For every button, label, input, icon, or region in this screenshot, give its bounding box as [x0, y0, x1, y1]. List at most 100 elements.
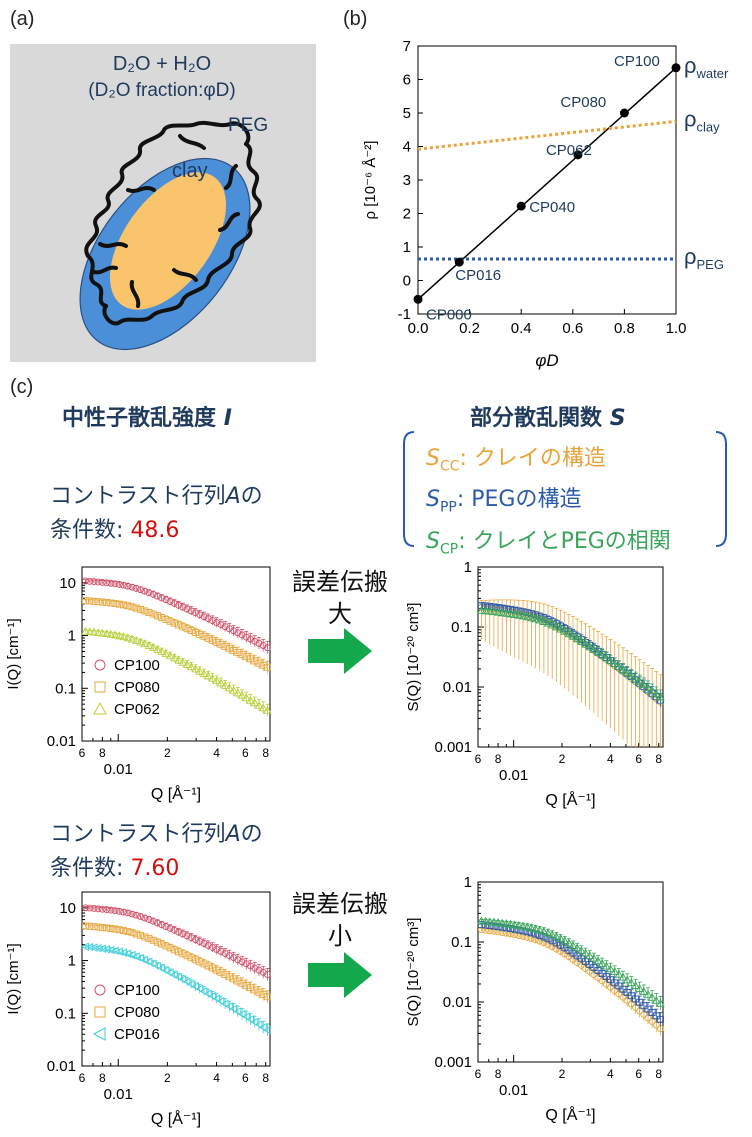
data-point — [593, 956, 603, 965]
data-point — [547, 620, 557, 629]
data-point — [247, 635, 254, 643]
data-point — [127, 634, 137, 643]
sample-point — [454, 257, 464, 267]
data-point — [183, 605, 191, 613]
data-point — [187, 934, 195, 942]
legend-marker — [94, 984, 106, 996]
data-point — [486, 927, 494, 935]
data-point — [115, 600, 123, 608]
partial-function-legend: SCC: クレイの構造 SPP: PEGの構造 SCP: クレイとPEGの相関 — [426, 442, 671, 566]
data-point — [136, 637, 145, 646]
y-tick-label: 1 — [68, 953, 76, 970]
data-point — [137, 586, 144, 594]
legend-label: CP062 — [114, 701, 160, 718]
density-chart: 0.0 0.2 0.4 0.6 0.8 1.0 -1 0 1 2 3 4 5 6 7 φD ρ [10⁻⁶ Å⁻… — [362, 38, 729, 370]
data-point — [618, 664, 628, 673]
data-point — [203, 989, 212, 998]
density-line-label-water: ρwater — [684, 53, 729, 81]
y-tick-label: -1 — [398, 306, 411, 323]
data-point — [560, 936, 569, 945]
data-point — [535, 925, 544, 934]
top-condition-number: コントラスト行列Aの 条件数: 48.6 — [50, 484, 263, 543]
sample-point — [516, 201, 526, 211]
data-point — [251, 964, 259, 972]
data-point — [158, 594, 166, 602]
data-point — [162, 923, 170, 931]
data-point — [115, 926, 123, 934]
data-point — [489, 917, 499, 926]
y-tick-label: 7 — [403, 38, 411, 55]
data-point — [98, 578, 106, 586]
x-tick-label: 0.4 — [511, 320, 532, 337]
data-point — [247, 962, 254, 970]
data-point — [115, 631, 124, 640]
data-point — [531, 614, 540, 623]
data-point — [192, 936, 199, 944]
series-CP016 — [81, 942, 271, 1037]
data-point — [170, 926, 178, 934]
data-point — [128, 910, 136, 918]
data-point — [145, 609, 153, 616]
data-point — [627, 978, 636, 987]
data-point — [162, 596, 170, 604]
data-point — [98, 905, 106, 913]
data-point — [647, 992, 657, 1001]
series-SCP — [477, 605, 665, 704]
data-point — [119, 632, 128, 641]
data-point — [225, 644, 233, 652]
data-point — [157, 647, 166, 655]
data-point — [158, 921, 166, 929]
data-point — [183, 952, 191, 960]
clay-particle — [109, 172, 227, 310]
data-point — [627, 670, 636, 679]
data-point — [233, 1007, 242, 1016]
plot-frame — [477, 881, 664, 1063]
data-point — [514, 610, 524, 619]
data-point — [497, 608, 507, 617]
data-point — [221, 623, 229, 631]
x-tick-label: 4 — [607, 752, 614, 766]
data-point — [568, 940, 578, 949]
data-point — [158, 940, 166, 948]
data-point — [192, 956, 199, 964]
data-point — [120, 927, 128, 935]
data-point — [238, 631, 246, 639]
panel-a-schematic: D₂O + H₂O (D₂O fraction:φD) PEG clay — [10, 44, 316, 362]
y-tick-label: 0.01 — [443, 994, 472, 1011]
y-tick-label: 0.01 — [443, 679, 472, 696]
y-tick-label: 0.1 — [55, 1005, 76, 1022]
density-line-clay — [417, 119, 677, 151]
data-point — [86, 904, 94, 912]
legend-label: CP016 — [114, 1026, 160, 1043]
legend-bracket — [403, 431, 727, 547]
data-point — [481, 916, 490, 925]
data-point — [225, 952, 233, 959]
x-tick-label: 0.0 — [408, 320, 429, 337]
data-point — [208, 636, 216, 644]
data-point — [204, 962, 212, 970]
data-point — [132, 604, 140, 612]
data-point — [199, 669, 209, 678]
data-point — [212, 676, 221, 685]
data-point — [237, 1009, 246, 1019]
x-tick-label: 1.0 — [666, 320, 687, 337]
data-point — [124, 582, 132, 590]
data-point — [137, 605, 144, 613]
data-point — [251, 986, 259, 994]
data-point — [258, 1023, 267, 1032]
data-point — [186, 979, 195, 989]
y-tick-label: 6 — [403, 72, 411, 89]
data-point — [149, 917, 157, 925]
data-point — [141, 607, 149, 615]
x-tick-label: 0.8 — [614, 320, 635, 337]
data-point — [639, 986, 649, 995]
data-point — [132, 930, 140, 938]
data-point — [264, 644, 271, 652]
data-point — [510, 920, 519, 929]
data-point — [200, 632, 208, 640]
x-tick-label: 8 — [99, 1071, 106, 1085]
data-point — [170, 946, 178, 954]
legend-marker — [94, 659, 106, 671]
fraction-label: (D₂O fraction:φD) — [88, 80, 235, 101]
